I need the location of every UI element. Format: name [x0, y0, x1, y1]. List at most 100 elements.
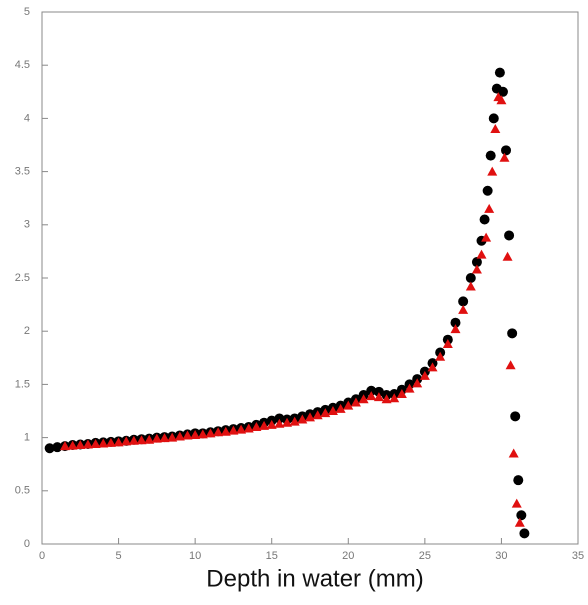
triangle-point: [442, 338, 453, 348]
triangle-point: [373, 392, 384, 402]
circle-point: [471, 257, 482, 268]
circle-point: [504, 230, 515, 241]
triangle-point: [243, 423, 254, 433]
circle-point: [519, 528, 530, 539]
x-tick-label: 15: [266, 550, 278, 562]
triangle-point: [396, 388, 407, 398]
triangle-point: [159, 433, 170, 443]
triangle-point: [136, 435, 147, 445]
triangle-point: [327, 406, 338, 415]
triangle-point: [98, 438, 109, 448]
triangle-point: [514, 517, 525, 527]
triangle-point: [350, 397, 361, 407]
triangle-point: [174, 431, 185, 441]
triangle-point: [487, 166, 498, 176]
triangle-point: [476, 249, 487, 259]
triangle-point: [67, 440, 78, 450]
triangle-point: [213, 427, 224, 437]
circle-point: [52, 442, 63, 453]
triangle-point: [197, 429, 208, 439]
triangle-point: [128, 435, 139, 445]
triangle-point: [228, 425, 239, 435]
triangle-point: [427, 362, 438, 372]
triangle-point: [450, 324, 461, 334]
triangle-point: [105, 437, 116, 447]
y-tick-label: 3: [24, 219, 30, 231]
triangle-point: [90, 438, 101, 448]
triangle-point: [412, 378, 423, 388]
triangle-point: [297, 414, 308, 424]
triangle-point: [182, 430, 193, 440]
circle-point: [488, 113, 499, 124]
circle-point: [510, 411, 521, 422]
circle-point: [485, 150, 496, 161]
triangle-point: [471, 264, 482, 274]
y-tick-label: 3.5: [15, 166, 30, 178]
triangle-point: [151, 433, 162, 443]
triangle-point: [465, 281, 476, 291]
triangle-point: [75, 440, 86, 450]
triangle-point: [320, 408, 331, 418]
circle-point: [458, 296, 469, 307]
circle-point: [465, 273, 476, 283]
triangle-point: [458, 304, 469, 314]
y-tick-label: 1.5: [15, 378, 30, 390]
triangle-point: [508, 448, 519, 458]
triangle-point: [59, 441, 70, 451]
triangle-point: [499, 152, 510, 162]
y-tick-label: 0.5: [15, 485, 30, 497]
triangle-point: [274, 418, 285, 428]
x-tick-label: 25: [419, 550, 431, 562]
triangle-point: [305, 412, 315, 422]
triangle-point: [419, 370, 430, 380]
triangle-point: [381, 394, 392, 404]
circle-point: [507, 328, 518, 339]
circle-point: [516, 510, 527, 521]
x-tick-label: 0: [39, 550, 45, 562]
x-tick-label: 5: [116, 550, 122, 562]
triangle-point: [167, 432, 178, 442]
triangle-point: [496, 95, 507, 105]
triangle-point: [144, 434, 155, 444]
triangle-point: [435, 351, 446, 361]
triangle-point: [366, 391, 377, 401]
triangle-point: [481, 232, 492, 242]
triangle-point: [484, 203, 495, 213]
triangle-point: [404, 383, 415, 393]
y-tick-label: 4: [24, 112, 30, 124]
triangle-point: [121, 436, 132, 446]
circle-point: [494, 67, 505, 78]
circle-point: [501, 145, 512, 156]
triangle-point: [312, 410, 323, 420]
circle-point: [513, 475, 524, 486]
triangle-point: [251, 421, 262, 431]
triangle-point: [343, 400, 354, 410]
triangle-point: [205, 428, 216, 438]
triangle-point: [113, 437, 124, 447]
y-tick-label: 1: [24, 432, 30, 444]
y-tick-label: 5: [24, 6, 30, 18]
y-tick-label: 2.5: [15, 272, 30, 284]
y-tick-label: 4.5: [15, 59, 30, 71]
x-tick-label: 10: [189, 550, 201, 562]
triangle-point: [266, 419, 277, 429]
x-tick-label: 30: [495, 550, 507, 562]
circle-point: [497, 86, 508, 97]
circle-point: [482, 185, 493, 196]
triangle-point: [505, 360, 516, 370]
x-tick-label: 35: [572, 550, 584, 562]
circle-point: [366, 385, 377, 396]
x-axis-label: Depth in water (mm): [206, 565, 423, 592]
triangle-point: [389, 393, 400, 403]
circle-point: [373, 386, 384, 397]
x-tick-label: 20: [342, 550, 354, 562]
triangle-point: [502, 251, 513, 261]
triangle-point: [282, 417, 293, 427]
circle-point: [479, 214, 490, 225]
triangle-point: [358, 394, 369, 404]
y-tick-label: 0: [24, 538, 30, 550]
triangle-point: [335, 403, 346, 413]
circle-point: [44, 443, 55, 454]
